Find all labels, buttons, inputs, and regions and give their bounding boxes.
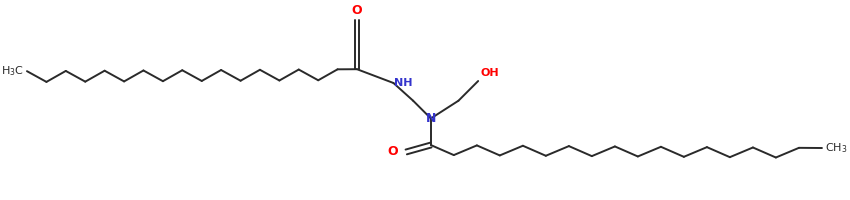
Text: O: O: [352, 4, 362, 17]
Text: CH$_3$: CH$_3$: [824, 141, 847, 155]
Text: O: O: [388, 145, 399, 158]
Text: NH: NH: [394, 78, 413, 88]
Text: H$_3$C: H$_3$C: [1, 64, 24, 78]
Text: OH: OH: [480, 68, 499, 78]
Text: N: N: [426, 112, 436, 125]
